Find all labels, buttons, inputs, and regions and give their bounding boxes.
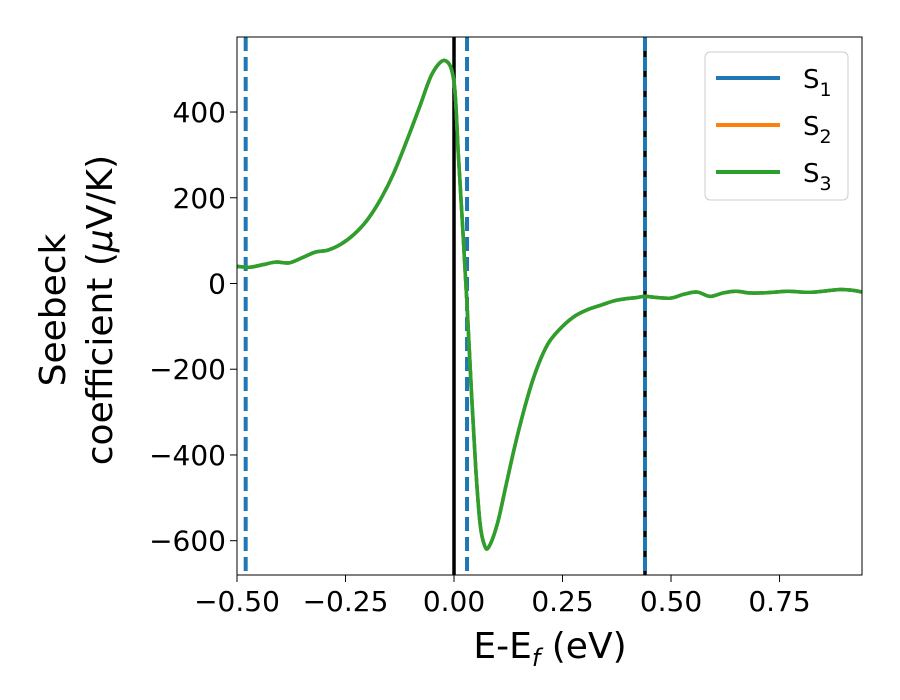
x-ticks: −0.50 −0.25 0.00 0.25 0.50 0.75 bbox=[194, 575, 811, 618]
x-axis-title: E-Ef (eV) bbox=[473, 626, 626, 672]
axes-frame bbox=[236, 36, 863, 576]
y-axis-title-line2: coefficient (μV/K) bbox=[80, 155, 121, 465]
x-tick-label: −0.25 bbox=[303, 585, 389, 618]
legend-label-s1: S1 bbox=[803, 65, 832, 101]
y-tick-label: 200 bbox=[173, 182, 226, 215]
legend: S1 S2 S3 bbox=[704, 51, 849, 201]
legend-label-s3: S3 bbox=[803, 159, 832, 195]
x-tick-label: 0.25 bbox=[531, 585, 593, 618]
legend-label-s2: S2 bbox=[803, 112, 832, 148]
y-tick-label: −400 bbox=[149, 439, 226, 472]
series-lines bbox=[237, 58, 862, 551]
y-ticks: 400 200 0 −200 −400 −600 bbox=[149, 96, 237, 558]
reference-lines bbox=[243, 37, 647, 575]
x-tick-label: −0.50 bbox=[194, 585, 280, 618]
y-tick-label: −600 bbox=[149, 525, 226, 558]
y-tick-label: 400 bbox=[173, 96, 226, 129]
x-tick-label: 0.00 bbox=[423, 585, 485, 618]
y-tick-label: −200 bbox=[149, 353, 226, 386]
x-tick-label: 0.50 bbox=[640, 585, 702, 618]
x-tick-label: 0.75 bbox=[748, 585, 810, 618]
y-axis-title-mu: μ bbox=[80, 229, 121, 253]
series-line-s3 bbox=[237, 58, 862, 551]
y-tick-label: 0 bbox=[208, 267, 226, 300]
y-axis-title-line1: Seebeck bbox=[33, 233, 74, 386]
